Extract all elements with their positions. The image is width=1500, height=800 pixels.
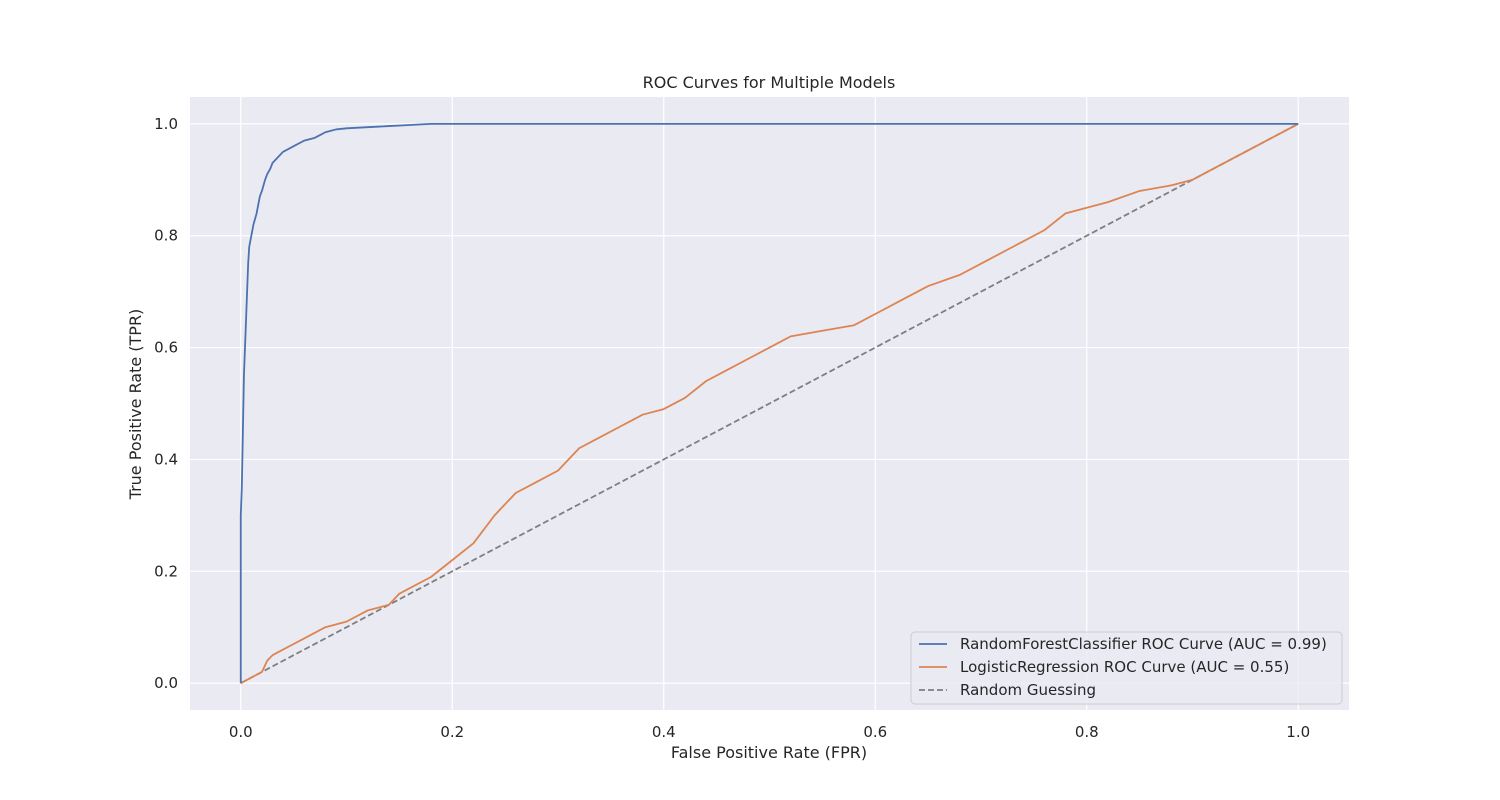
series-layer [239,122,1299,684]
series-line-1 [240,123,1299,684]
y-tick-label: 1.0 [154,115,178,133]
legend-label-random-forest: RandomForestClassifier ROC Curve (AUC = … [960,635,1327,653]
x-tick-label: 0.6 [863,723,887,741]
y-tick-label: 0.0 [154,674,178,692]
legend-box [910,631,1343,705]
x-tick-label: 1.0 [1286,723,1310,741]
legend: RandomForestClassifier ROC Curve (AUC = … [910,631,1343,705]
y-tick-label: 0.8 [154,227,178,245]
legend-label-logistic-regression: LogisticRegression ROC Curve (AUC = 0.55… [960,658,1289,676]
x-axis-label: False Positive Rate (FPR) [671,743,867,762]
y-tick-label: 0.2 [154,562,178,580]
x-tick-label: 0.2 [440,723,464,741]
series-line-2 [240,123,1299,684]
y-axis-ticks: 0.0 0.2 0.4 0.6 0.8 1.0 [154,115,178,692]
x-tick-label: 0.8 [1075,723,1099,741]
y-tick-label: 0.6 [154,339,178,357]
chart-title: ROC Curves for Multiple Models [643,73,896,92]
x-tick-label: 0.4 [652,723,676,741]
y-tick-label: 0.4 [154,450,178,468]
x-tick-label: 0.0 [229,723,253,741]
legend-label-random-guessing: Random Guessing [960,681,1096,699]
x-axis-ticks: 0.0 0.2 0.4 0.6 0.8 1.0 [229,723,1310,741]
series-line-0 [239,122,1299,684]
y-axis-label: True Positive Rate (TPR) [126,309,145,501]
